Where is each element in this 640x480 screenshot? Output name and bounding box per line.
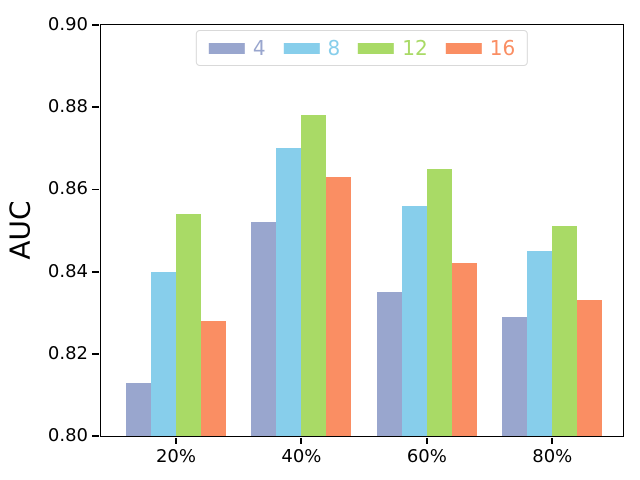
bar-s8-60pct <box>401 205 427 436</box>
y-tick-mark <box>92 435 99 437</box>
x-tick-label: 20% <box>155 446 196 467</box>
legend-swatch-16 <box>445 42 482 54</box>
y-tick-label: 0.86 <box>47 178 88 200</box>
plot-area: 4 8 12 16 0.80 0.82 0.84 0.86 0.88 0.90 20% 40% 60%… <box>48 14 624 467</box>
legend-label-12: 12 <box>402 36 428 60</box>
bar-s16-20pct <box>200 320 226 436</box>
bar-s4-80pct <box>502 316 528 436</box>
legend-label-4: 4 <box>252 36 266 60</box>
bar-s16-40pct <box>326 177 352 436</box>
x-tick-mark <box>175 437 177 444</box>
legend-item-12: 12 <box>358 36 428 60</box>
legend-label-8: 8 <box>327 36 341 60</box>
bar-s4-40pct <box>251 222 277 436</box>
x-tick-mark <box>551 437 554 444</box>
bar-s16-60pct <box>451 263 477 436</box>
legend-item-8: 8 <box>283 36 341 60</box>
bar-s12-80pct <box>552 226 578 436</box>
y-tick-label: 0.82 <box>47 342 88 364</box>
y-tick-mark <box>92 188 99 191</box>
x-tick-mark <box>425 437 428 444</box>
bar-s12-20pct <box>175 214 201 436</box>
y-tick-label: 0.90 <box>47 14 88 35</box>
x-tick-label: 80% <box>532 446 573 467</box>
bar-s12-40pct <box>301 115 327 436</box>
bar-s8-40pct <box>276 148 302 436</box>
bar-s8-80pct <box>527 251 553 436</box>
bar-s8-20pct <box>150 271 176 436</box>
bar-s4-20pct <box>125 382 151 436</box>
legend-item-4: 4 <box>208 36 266 60</box>
legend: 4 8 12 16 <box>195 30 529 66</box>
legend-swatch-12 <box>358 42 395 54</box>
legend-item-16: 16 <box>445 36 516 60</box>
y-tick-label: 0.88 <box>47 96 88 118</box>
legend-swatch-8 <box>283 42 320 54</box>
bar-s4-60pct <box>376 292 402 436</box>
legend-label-16: 16 <box>489 36 516 60</box>
bar-s16-80pct <box>577 300 603 436</box>
x-tick-mark <box>300 437 303 444</box>
y-tick-mark <box>92 352 99 355</box>
y-tick-mark <box>92 24 99 26</box>
bar-s12-60pct <box>426 168 452 436</box>
y-tick-mark <box>92 106 99 109</box>
y-tick-mark <box>92 270 99 273</box>
x-tick-label: 40% <box>281 446 322 467</box>
legend-swatch-4 <box>208 42 245 54</box>
y-tick-label: 0.84 <box>47 260 88 282</box>
y-tick-label: 0.80 <box>47 425 88 446</box>
y-axis-title: AUC <box>3 200 37 260</box>
x-tick-label: 60% <box>406 446 447 467</box>
